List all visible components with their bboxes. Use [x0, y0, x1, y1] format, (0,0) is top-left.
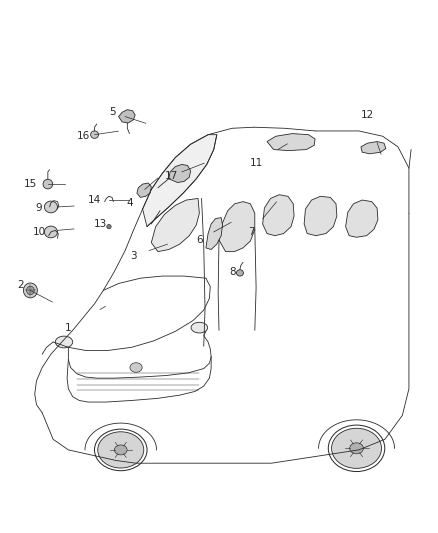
Text: 15: 15 [24, 179, 37, 189]
Ellipse shape [130, 363, 142, 372]
Polygon shape [143, 135, 217, 227]
Ellipse shape [91, 131, 99, 139]
Polygon shape [304, 196, 337, 236]
Polygon shape [219, 201, 255, 252]
Polygon shape [263, 195, 294, 236]
Ellipse shape [44, 226, 57, 238]
Ellipse shape [350, 443, 364, 454]
Polygon shape [206, 217, 223, 249]
Ellipse shape [332, 429, 381, 469]
Text: 2: 2 [17, 280, 24, 290]
Ellipse shape [114, 445, 127, 455]
Ellipse shape [44, 201, 57, 213]
Ellipse shape [237, 270, 244, 276]
Polygon shape [361, 142, 386, 154]
Text: 1: 1 [65, 322, 72, 333]
Text: 12: 12 [361, 110, 374, 120]
Text: 9: 9 [36, 203, 42, 213]
Polygon shape [169, 165, 191, 182]
Ellipse shape [43, 179, 53, 189]
Polygon shape [137, 183, 151, 197]
Text: 16: 16 [77, 131, 90, 141]
Text: 6: 6 [196, 235, 203, 245]
Text: 17: 17 [164, 171, 177, 181]
Polygon shape [346, 200, 378, 237]
Text: 3: 3 [131, 251, 137, 261]
Text: 4: 4 [126, 198, 133, 208]
Text: 11: 11 [250, 158, 263, 168]
Text: 14: 14 [88, 195, 101, 205]
Text: 7: 7 [248, 227, 255, 237]
Polygon shape [119, 110, 135, 123]
Ellipse shape [55, 336, 73, 348]
Ellipse shape [26, 286, 34, 295]
Text: 5: 5 [109, 107, 115, 117]
Polygon shape [151, 198, 199, 252]
Ellipse shape [191, 322, 208, 333]
Text: 10: 10 [32, 227, 46, 237]
Polygon shape [267, 134, 315, 151]
Text: 8: 8 [229, 267, 235, 277]
Ellipse shape [107, 224, 111, 229]
Text: 13: 13 [94, 219, 107, 229]
Ellipse shape [98, 432, 144, 468]
Ellipse shape [23, 283, 37, 298]
